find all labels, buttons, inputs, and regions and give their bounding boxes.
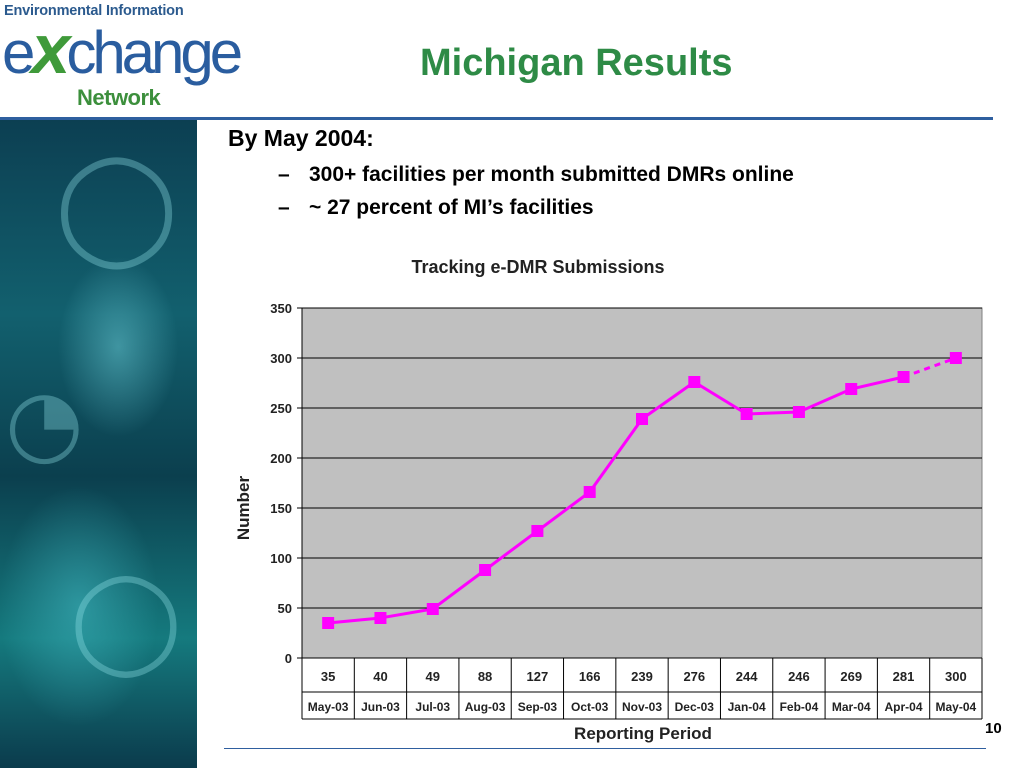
x-category-label: Feb-04 (780, 700, 819, 714)
series-projected-segment (903, 356, 957, 379)
x-category-label: Oct-03 (571, 700, 609, 714)
exchange-network-logo: Environmental Information exchange Netwo… (0, 0, 243, 112)
data-table-value: 127 (527, 669, 549, 684)
chart-title: Tracking e-DMR Submissions (411, 257, 664, 277)
panel-decor-shape-3: ◯ (70, 560, 182, 677)
y-tick-label: 250 (270, 401, 292, 416)
y-tick-label: 0 (285, 651, 292, 666)
y-tick-label: 150 (270, 501, 292, 516)
x-category-label: Jul-03 (415, 700, 450, 714)
data-point-marker (374, 612, 387, 624)
footer-rule (224, 748, 986, 749)
data-point-marker (949, 352, 962, 364)
logo-network-text: Network (77, 85, 161, 110)
panel-decor-shape-1: ◯ (55, 140, 179, 268)
bullet-text: 300+ facilities per month submitted DMRs… (309, 163, 794, 186)
submissions-line-chart: Tracking e-DMR Submissions Number Report… (225, 240, 987, 750)
x-category-label: Aug-03 (465, 700, 506, 714)
decorative-side-panel: ◯ ◔ ◯ (0, 120, 197, 768)
data-point-marker (479, 564, 492, 576)
bullet-dash: – (278, 163, 290, 186)
plot-background (301, 307, 983, 659)
x-category-label: May-03 (308, 700, 349, 714)
data-point-marker (583, 486, 596, 498)
data-point-marker (322, 617, 335, 629)
x-category-label: Jan-04 (728, 700, 766, 714)
x-category-label: Dec-03 (675, 700, 715, 714)
y-axis-label: Number (234, 476, 253, 541)
data-point-marker (636, 413, 648, 425)
data-table-value: 269 (840, 669, 862, 684)
logo-letter-e: e (2, 19, 35, 86)
bullet-item: – ~ 27 percent of MI’s facilities (278, 191, 794, 224)
data-table-value: 49 (426, 669, 440, 684)
bullet-dash: – (278, 196, 290, 219)
data-table-value: 300 (945, 669, 967, 684)
data-point-marker (740, 408, 753, 420)
x-axis-label: Reporting Period (574, 724, 712, 743)
data-point-marker (845, 383, 858, 395)
logo-wordmark-rest: change (66, 19, 243, 86)
data-point-marker (792, 406, 805, 418)
x-category-label: Jun-03 (361, 700, 400, 714)
data-table-value: 246 (788, 669, 810, 684)
x-category-label: Sep-03 (518, 700, 558, 714)
data-table-value: 166 (579, 669, 601, 684)
page-number: 10 (985, 720, 1002, 737)
bullet-text: ~ 27 percent of MI’s facilities (309, 196, 594, 219)
x-category-label: Apr-04 (885, 700, 923, 714)
x-category-label: May-04 (936, 700, 977, 714)
panel-decor-shape-2: ◔ (5, 370, 84, 475)
bullet-item: –300+ facilities per month submitted DMR… (278, 158, 794, 191)
logo-top-text: Environmental Information (4, 3, 184, 19)
y-tick-label: 350 (270, 301, 292, 316)
y-tick-label: 50 (278, 601, 292, 616)
data-table-value: 40 (373, 669, 387, 684)
data-table-value: 281 (893, 669, 915, 684)
data-table-value: 88 (478, 669, 492, 684)
slide-heading: By May 2004: (228, 125, 374, 151)
slide-title: Michigan Results (420, 42, 733, 84)
bullet-list: –300+ facilities per month submitted DMR… (278, 158, 794, 224)
x-category-label: Mar-04 (832, 700, 871, 714)
data-point-marker (426, 603, 439, 615)
x-category-label: Nov-03 (622, 700, 662, 714)
data-table-value: 276 (683, 669, 705, 684)
data-point-marker (688, 376, 701, 388)
logo-letter-x: x (31, 10, 70, 88)
y-tick-label: 200 (270, 451, 292, 466)
data-table-value: 35 (321, 669, 335, 684)
header-rule (0, 117, 993, 120)
y-tick-label: 300 (270, 351, 292, 366)
data-table-value: 239 (631, 669, 653, 684)
logo-wordmark: exchange (2, 14, 243, 86)
series-line (328, 375, 904, 625)
data-point-marker (897, 371, 910, 383)
data-point-marker (531, 525, 544, 537)
plot-area: 0 50 100 150 200 250 300 350 35 40 49 88 127 166 239 27… (270, 301, 983, 720)
y-tick-label: 100 (270, 551, 292, 566)
data-table-value: 244 (736, 669, 758, 684)
